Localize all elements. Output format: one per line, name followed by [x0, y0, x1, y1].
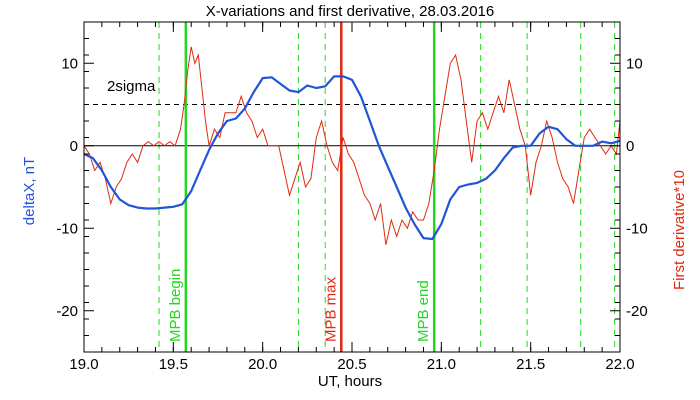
x-tick-label: 21.5: [516, 356, 545, 373]
x-tick-label: 19.5: [159, 356, 188, 373]
x-axis-label: UT, hours: [318, 373, 382, 390]
marker-label: MPB max: [322, 276, 339, 342]
x-tick-label: 21.0: [427, 356, 456, 373]
y-tick-label-right: -20: [626, 303, 648, 320]
chart-title: X-variations and first derivative, 28.03…: [206, 3, 495, 20]
deltax-series-line: [83, 75, 621, 241]
plot-frame: [83, 21, 621, 353]
y-tick-label-left: -20: [56, 303, 78, 320]
y-tick-label-right: -10: [626, 220, 648, 237]
x-tick-label: 22.0: [605, 356, 634, 373]
y-tick-label-left: 10: [61, 55, 78, 72]
x-tick-label: 20.5: [337, 356, 366, 373]
sigma-label: 2sigma: [107, 78, 156, 95]
plot-area: MPB begin MPB max MPB end 19.0 19.5 20.0 20.5 2…: [56, 21, 648, 373]
derivative-series-line: [83, 46, 621, 245]
y-tick-label-right: 0: [626, 138, 634, 155]
y-axis-label-left: deltaX, nT: [21, 157, 38, 225]
y-tick-label-right: 10: [626, 55, 643, 72]
x-tick-label: 19.0: [69, 356, 98, 373]
y-tick-label-left: 0: [70, 138, 78, 155]
y-tick-label-left: -10: [56, 220, 78, 237]
marker-label: MPB begin: [167, 269, 184, 342]
y-axis-label-right: First derivative*10: [671, 170, 688, 290]
marker-label: MPB end: [415, 280, 432, 342]
x-tick-label: 20.0: [248, 356, 277, 373]
